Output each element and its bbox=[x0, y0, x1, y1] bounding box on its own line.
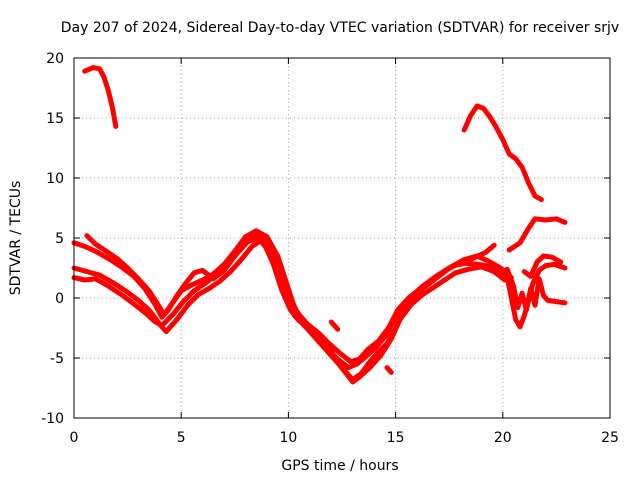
y-tick-label: 0 bbox=[55, 291, 64, 307]
tick-labels: 0 5 10 15 20 25 -10 -5 0 5 10 15 20 bbox=[41, 51, 619, 446]
sdtvar-series-12 bbox=[504, 266, 568, 313]
y-tick-label: 5 bbox=[55, 231, 64, 247]
sdtvar-series-6 bbox=[253, 235, 302, 324]
ticks bbox=[73, 57, 611, 419]
series-layer bbox=[71, 65, 568, 385]
sdtvar-series-4 bbox=[71, 236, 514, 365]
sdtvar-series-1 bbox=[82, 65, 119, 129]
sdtvar-series-7 bbox=[328, 319, 341, 332]
y-tick-label: 15 bbox=[46, 111, 64, 127]
x-tick-label: 25 bbox=[601, 430, 619, 446]
y-tick-label: -10 bbox=[41, 411, 64, 427]
x-axis-label: GPS time / hours bbox=[281, 458, 398, 474]
sdtvar-series-10 bbox=[506, 216, 568, 253]
x-tick-label: 10 bbox=[279, 430, 297, 446]
x-tick-label: 20 bbox=[494, 430, 512, 446]
x-tick-label: 15 bbox=[387, 430, 405, 446]
y-tick-label: 10 bbox=[46, 171, 64, 187]
chart-title: Day 207 of 2024, Sidereal Day-to-day VTE… bbox=[61, 20, 619, 36]
x-tick-label: 0 bbox=[70, 430, 79, 446]
y-tick-label: -5 bbox=[50, 351, 64, 367]
sdtvar-series-9 bbox=[461, 103, 544, 203]
sdtvar-series-8 bbox=[384, 365, 394, 375]
y-axis-label: SDTVAR / TECUs bbox=[8, 181, 24, 296]
sdtvar-series-13 bbox=[521, 253, 564, 279]
y-tick-label: 20 bbox=[46, 51, 64, 67]
x-tick-label: 5 bbox=[177, 430, 186, 446]
